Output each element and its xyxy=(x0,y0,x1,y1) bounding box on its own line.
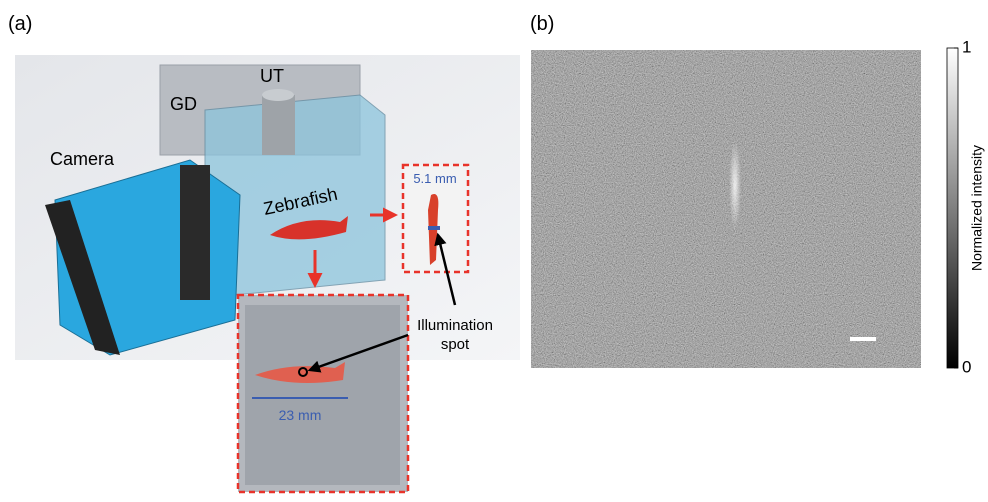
camera-lens-mount xyxy=(180,165,210,300)
ultrasound-transducer xyxy=(262,95,295,155)
speckle-image xyxy=(531,50,921,368)
transducer-top xyxy=(262,89,294,101)
panel-label: (a) xyxy=(8,13,32,35)
colorbar-title: Normalized intensity xyxy=(969,145,985,271)
signal-streak xyxy=(729,140,741,230)
panel-label: (b) xyxy=(530,13,554,35)
ut-label: UT xyxy=(260,66,284,86)
width-label: 5.1 mm xyxy=(413,171,456,186)
gd-label: GD xyxy=(170,94,197,114)
colorbar xyxy=(947,48,958,368)
illumination-label: spot xyxy=(441,336,470,353)
inset-photo xyxy=(245,305,400,485)
figure: (a) UT GD Camera Zebrafish 5.1 mm 23 mm … xyxy=(0,0,988,497)
camera-label: Camera xyxy=(50,149,115,169)
colorbar-tick-label: 0 xyxy=(962,357,971,376)
colorbar-tick-label: 1 xyxy=(962,37,971,56)
page: (a) UT GD Camera Zebrafish 5.1 mm 23 mm … xyxy=(0,0,988,502)
illumination-label: Illumination xyxy=(417,317,493,334)
width-marker xyxy=(428,226,440,230)
length-label: 23 mm xyxy=(279,407,322,423)
scale-bar xyxy=(850,337,876,341)
